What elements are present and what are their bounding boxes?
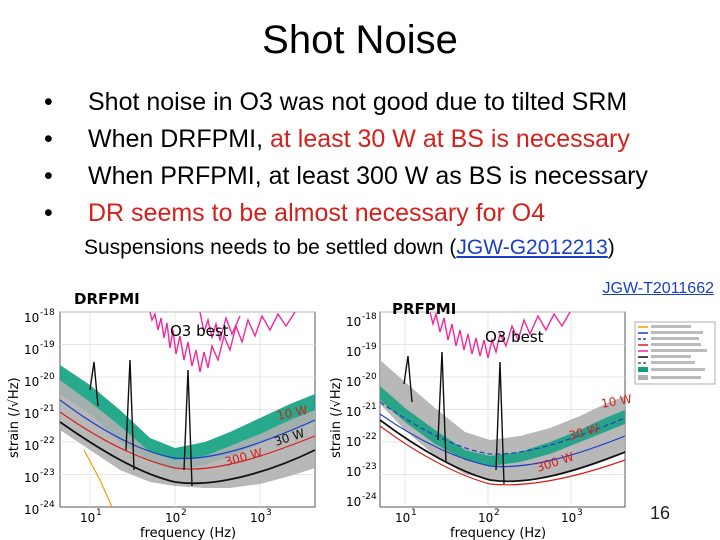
curve-300w-alt [379, 425, 626, 486]
svg-text:-21: -21 [362, 402, 377, 412]
sub-note-close: ) [607, 236, 615, 259]
bullet-item: • DR seems to be almost necessary for O4 [30, 195, 648, 232]
x-ticks: 10 1 10 2 10 3 [395, 508, 583, 525]
svg-text:10: 10 [24, 471, 39, 485]
svg-text:10: 10 [478, 511, 493, 525]
svg-text:10: 10 [80, 511, 95, 525]
annotation-10w: 10 W [600, 392, 633, 411]
suspension-noise [83, 449, 113, 508]
svg-text:2: 2 [494, 508, 500, 518]
svg-text:10: 10 [346, 435, 361, 449]
svg-text:10: 10 [24, 343, 39, 357]
annotation-10w: 10 W [276, 403, 309, 423]
curve-10w [379, 401, 626, 455]
svg-text:10: 10 [24, 375, 39, 389]
bullet-text-highlight: DR seems to be almost necessary for O4 [88, 199, 546, 227]
bullet-dot: • [44, 125, 53, 153]
curve-300w [379, 419, 626, 483]
bullet-text: When DRFPMI, [88, 125, 270, 153]
svg-text:10: 10 [346, 315, 361, 329]
curve-30w [379, 413, 626, 468]
resonance-spikes [89, 359, 193, 487]
o3-best-curve [429, 311, 571, 359]
bullet-list: • Shot noise in O3 was not good due to ti… [30, 84, 648, 232]
bullet-item: • When PRFPMI, at least 300 W as BS is ne… [30, 158, 648, 195]
curve-300w [59, 421, 316, 485]
svg-text:10: 10 [395, 511, 410, 525]
svg-text:10: 10 [346, 465, 361, 479]
svg-text:10: 10 [346, 345, 361, 359]
svg-text:-19: -19 [40, 340, 55, 350]
svg-text:-23: -23 [40, 468, 55, 478]
prfpmi-chart: PRFPMI O3 best 10 W 30 W 300 W 10 -18 10-… [330, 300, 716, 540]
svg-text:-24: -24 [362, 492, 377, 502]
jgw-t2011662-link[interactable]: JGW-T2011662 [602, 280, 714, 297]
bullet-text-highlight: at least 30 W at BS is necessary [269, 125, 630, 153]
sub-note: Suspensions needs to be settled down (JG… [84, 236, 615, 260]
chart-title: DRFPMI [74, 290, 140, 308]
svg-text:1: 1 [411, 508, 417, 518]
drfpmi-chart: DRFPMI O3 best 10 W 30 W 300 W 10 -18 10-… [7, 290, 316, 540]
svg-text:10: 10 [346, 495, 361, 509]
o3-best-curve [149, 311, 296, 373]
svg-text:10: 10 [24, 439, 39, 453]
y-axis-label: strain (/√Hz) [7, 377, 22, 458]
y-axis-label: strain (/√Hz) [330, 377, 344, 458]
x-axis-label: frequency (Hz) [450, 526, 546, 540]
svg-text:-21: -21 [40, 404, 55, 414]
svg-text:10: 10 [561, 511, 576, 525]
svg-text:-22: -22 [40, 436, 55, 446]
svg-text:10: 10 [24, 503, 39, 517]
svg-text:10: 10 [250, 511, 265, 525]
svg-text:-22: -22 [362, 432, 377, 442]
svg-text:1: 1 [96, 508, 102, 518]
svg-text:-20: -20 [40, 372, 55, 382]
svg-text:10: 10 [24, 311, 39, 325]
bullet-item: • When DRFPMI, at least 30 W at BS is nec… [30, 121, 648, 158]
svg-text:10: 10 [165, 511, 180, 525]
bullet-text: When PRFPMI, at least 300 W as BS is nec… [88, 162, 648, 190]
o3-best-label: O3 best [170, 322, 229, 340]
slide-title: Shot Noise [262, 18, 458, 62]
bullet-item: • Shot noise in O3 was not good due to ti… [30, 84, 648, 121]
bullet-dot: • [44, 162, 53, 190]
bullet-dot: • [44, 88, 53, 116]
svg-text:3: 3 [266, 508, 272, 518]
x-axis-label: frequency (Hz) [140, 526, 236, 540]
bullet-dot: • [44, 199, 53, 227]
svg-text:10: 10 [346, 405, 361, 419]
curve-30w [59, 411, 316, 470]
x-ticks: 10 1 10 2 10 3 [80, 508, 272, 525]
svg-text:-23: -23 [362, 462, 377, 472]
sub-note-text: Suspensions needs to be settled down ( [84, 236, 457, 259]
y-ticks: 10 -18 10 -19 10 -20 10 -21 10 -22 10 -23 10 -2… [24, 308, 55, 517]
svg-text:-18: -18 [362, 312, 377, 322]
svg-text:-19: -19 [362, 342, 377, 352]
svg-text:-20: -20 [362, 372, 377, 382]
svg-text:3: 3 [577, 508, 583, 518]
o3-best-label: O3 best [485, 328, 544, 346]
svg-text:10: 10 [346, 375, 361, 389]
y-ticks: 10 -18 10 -19 10 -20 10 -21 10 -22 10 -23 10 -2… [346, 312, 377, 509]
svg-text:2: 2 [181, 508, 187, 518]
jgw-g2012213-link[interactable]: JGW-G2012213 [456, 236, 608, 259]
chart-title: PRFPMI [392, 300, 456, 318]
page-number: 16 [650, 503, 671, 523]
svg-text:-18: -18 [40, 308, 55, 318]
green-band [380, 386, 625, 466]
curve-10w [59, 399, 316, 460]
resonance-spikes [403, 351, 505, 485]
svg-text:10: 10 [24, 407, 39, 421]
o3-best-curve-2 [199, 311, 241, 343]
legend [634, 321, 716, 385]
bullet-text: Shot noise in O3 was not good due to til… [88, 88, 628, 116]
svg-text:-24: -24 [40, 500, 55, 510]
